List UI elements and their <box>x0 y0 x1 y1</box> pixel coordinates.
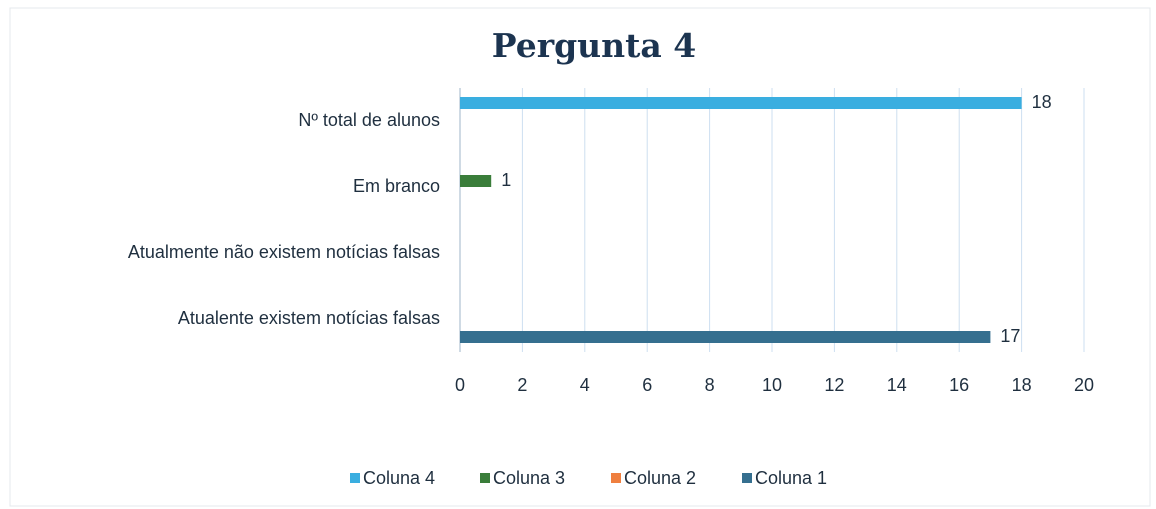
x-tick-label: 20 <box>1074 375 1094 395</box>
x-tick-label: 10 <box>762 375 782 395</box>
y-tick-label: Nº total de alunos <box>298 110 440 130</box>
x-tick-label: 12 <box>824 375 844 395</box>
legend-label: Coluna 3 <box>493 468 565 488</box>
x-tick-label: 14 <box>887 375 907 395</box>
legend-label: Coluna 2 <box>624 468 696 488</box>
data-label: 18 <box>1032 92 1052 112</box>
y-tick-label: Atualente existem notícias falsas <box>178 308 440 328</box>
x-tick-label: 2 <box>517 375 527 395</box>
bar <box>460 97 1022 109</box>
y-tick-label: Atualmente não existem notícias falsas <box>128 242 440 262</box>
legend-swatch <box>611 473 621 483</box>
x-tick-label: 18 <box>1012 375 1032 395</box>
x-tick-label: 6 <box>642 375 652 395</box>
legend-swatch <box>742 473 752 483</box>
legend-swatch <box>350 473 360 483</box>
y-tick-label: Em branco <box>353 176 440 196</box>
legend-swatch <box>480 473 490 483</box>
data-label: 17 <box>1000 326 1020 346</box>
data-label: 1 <box>501 170 511 190</box>
chart-border <box>9 7 1151 507</box>
legend-label: Coluna 4 <box>363 468 435 488</box>
x-tick-label: 4 <box>580 375 590 395</box>
chart-title: Pergunta 4 <box>492 26 696 65</box>
bar <box>460 331 991 343</box>
x-tick-label: 0 <box>455 375 465 395</box>
bar <box>460 175 492 187</box>
x-tick-label: 8 <box>705 375 715 395</box>
x-tick-label: 16 <box>949 375 969 395</box>
legend-label: Coluna 1 <box>755 468 827 488</box>
